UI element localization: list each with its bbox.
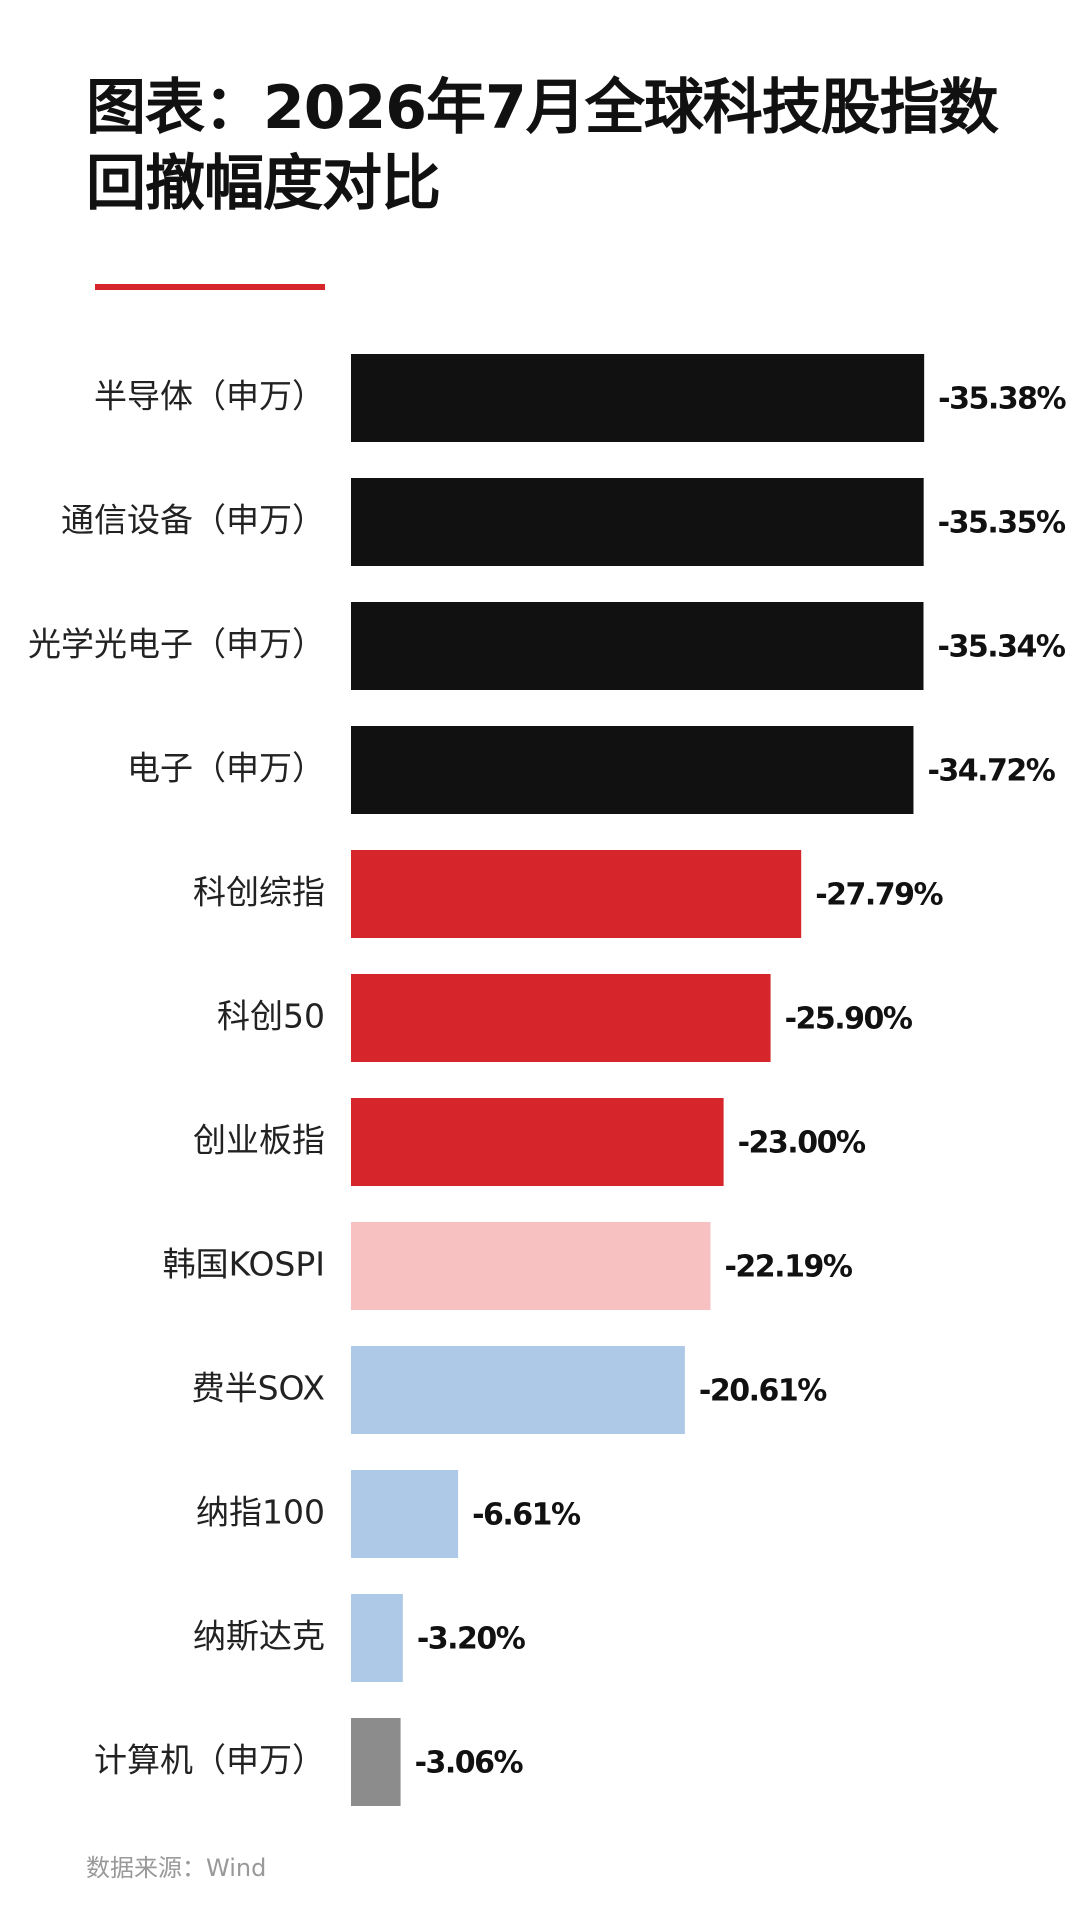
category-label: 科创综指 [193, 873, 325, 912]
value-label: -6.61% [472, 1498, 581, 1533]
category-label: 半导体（申万） [94, 377, 325, 416]
category-label: 纳指100 [196, 1493, 325, 1532]
value-label: -3.20% [417, 1622, 526, 1657]
bar [351, 602, 924, 690]
value-label: -22.19% [724, 1250, 852, 1285]
value-label: -3.06% [415, 1746, 524, 1781]
bar [351, 354, 925, 442]
chart-title: 图表：2026年7月全球科技股指数回撤幅度对比 [86, 73, 999, 219]
value-label: -35.35% [938, 506, 1066, 541]
bar [351, 850, 802, 938]
value-label: -25.90% [785, 1002, 913, 1037]
category-label: 创业板指 [193, 1121, 325, 1160]
value-label: -27.79% [815, 878, 943, 913]
bar [351, 1594, 403, 1682]
category-label: 费半SOX [192, 1369, 325, 1408]
category-label: 韩国KOSPI [163, 1245, 325, 1284]
category-label: 电子（申万） [127, 749, 325, 788]
value-label: -34.72% [927, 754, 1055, 789]
source-note: 数据来源：Wind [86, 1854, 267, 1882]
bar [351, 726, 914, 814]
value-label: -20.61% [699, 1374, 827, 1409]
title-rule [95, 284, 325, 290]
bar [351, 1222, 711, 1310]
category-label: 计算机（申万） [94, 1741, 325, 1780]
value-label: -35.38% [938, 382, 1066, 417]
category-label: 光学光电子（申万） [28, 625, 325, 664]
bar [351, 974, 771, 1062]
bar [351, 1718, 401, 1806]
bar [351, 1470, 459, 1558]
bar [351, 1098, 724, 1186]
bar [351, 478, 924, 566]
category-label: 科创50 [217, 997, 325, 1036]
category-label: 纳斯达克 [193, 1617, 325, 1656]
value-label: -35.34% [938, 630, 1066, 665]
category-label: 通信设备（申万） [61, 501, 325, 540]
value-label: -23.00% [738, 1126, 866, 1161]
bar [351, 1346, 685, 1434]
